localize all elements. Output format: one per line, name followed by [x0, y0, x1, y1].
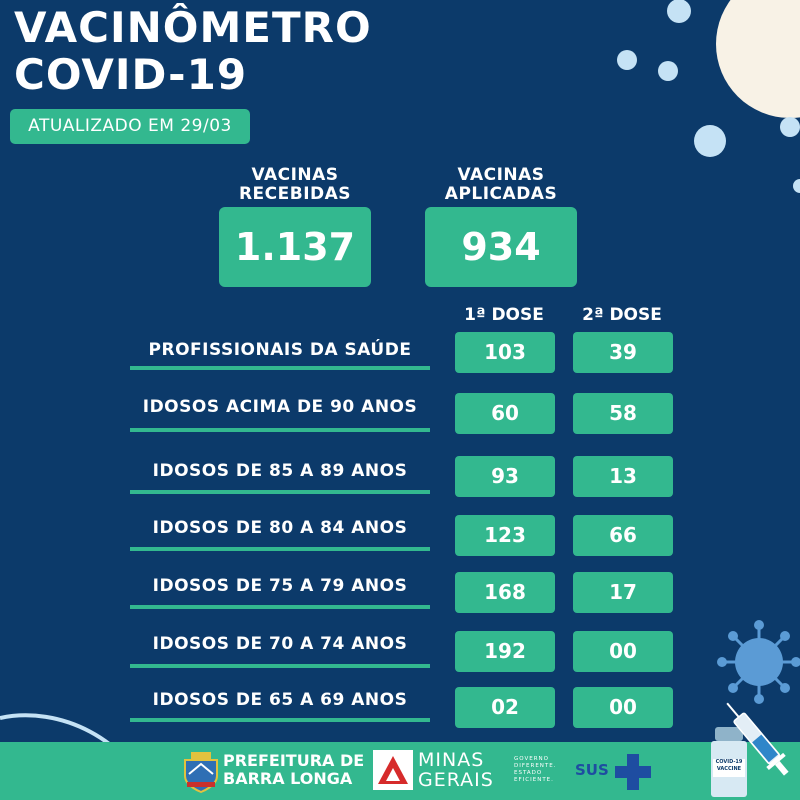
dose2-cell: 00	[573, 631, 673, 672]
virus-icon	[717, 620, 800, 704]
page-title: VACINÔMETRO COVID-19	[14, 4, 372, 98]
bubble	[793, 179, 800, 193]
title-line-2: COVID-19	[14, 50, 248, 99]
gov-line-1: GOVERNO	[514, 756, 549, 762]
dose2-cell: 66	[573, 515, 673, 556]
dose2-cell: 17	[573, 572, 673, 613]
dose1-header: 1ª DOSE	[464, 305, 544, 325]
dose1-cell: 93	[455, 456, 555, 497]
gov-line-3: ESTADO	[514, 770, 543, 776]
row-underline	[130, 490, 430, 494]
coat-of-arms-icon	[184, 752, 218, 794]
dose1-cell: 192	[455, 631, 555, 672]
applied-value: 934	[425, 207, 577, 287]
row-underline	[130, 366, 430, 370]
dose1-cell: 103	[455, 332, 555, 373]
bubble	[694, 125, 726, 157]
received-label-line-2: RECEBIDAS	[238, 184, 352, 204]
row-label: IDOSOS DE 80 A 84 ANOS	[152, 518, 408, 538]
row-underline	[130, 428, 430, 432]
row-label: IDOSOS DE 65 A 69 ANOS	[152, 690, 408, 710]
row-underline	[130, 547, 430, 551]
received-label-line-1: VACINAS	[251, 165, 339, 185]
minas-line-2: GERAIS	[418, 769, 494, 791]
dose2-cell: 39	[573, 332, 673, 373]
row-label: IDOSOS ACIMA DE 90 ANOS	[142, 397, 418, 417]
dose2-cell: 00	[573, 687, 673, 728]
prefeitura-line-1: PREFEITURA DE	[223, 751, 365, 770]
minas-gerais-name: MINAS GERAIS	[418, 750, 494, 790]
row-label: PROFISSIONAIS DA SAÚDE	[148, 340, 412, 360]
vaccine-label: VACCINE	[716, 766, 742, 772]
dose2-cell: 58	[573, 393, 673, 434]
sus-cross-icon	[615, 754, 651, 790]
sus-logo-text: SUS	[575, 761, 609, 779]
moon-circle	[716, 0, 800, 118]
applied-label: VACINAS APLICADAS	[425, 166, 577, 204]
minas-gerais-logo-icon	[373, 750, 413, 790]
syringe-icon	[726, 702, 789, 776]
row-label: IDOSOS DE 75 A 79 ANOS	[152, 576, 408, 596]
row-underline	[130, 718, 430, 722]
governo-slogan: GOVERNO DIFERENTE. ESTADO EFICIENTE.	[514, 756, 557, 784]
gov-line-4: EFICIENTE.	[514, 777, 554, 783]
received-label: VACINAS RECEBIDAS	[219, 166, 371, 204]
vaccine-vial-icon: COVID-19 VACCINE	[711, 727, 747, 797]
bubble	[658, 61, 678, 81]
dose1-cell: 02	[455, 687, 555, 728]
bubble	[617, 50, 637, 70]
dose1-cell: 168	[455, 572, 555, 613]
gov-line-2: DIFERENTE.	[514, 763, 557, 769]
prefeitura-line-2: BARRA LONGA	[223, 769, 353, 788]
vaccine-label-small: COVID-19	[715, 759, 743, 765]
updated-badge: ATUALIZADO EM 29/03	[10, 109, 250, 144]
dose2-cell: 13	[573, 456, 673, 497]
bubble	[780, 117, 800, 137]
prefeitura-name: PREFEITURA DE BARRA LONGA	[223, 752, 364, 788]
row-underline	[130, 664, 430, 668]
row-label: IDOSOS DE 70 A 74 ANOS	[152, 634, 408, 654]
dose1-cell: 60	[455, 393, 555, 434]
bubble	[667, 0, 691, 23]
minas-line-1: MINAS	[418, 749, 485, 771]
row-underline	[130, 605, 430, 609]
dose1-cell: 123	[455, 515, 555, 556]
title-line-1: VACINÔMETRO	[14, 3, 372, 52]
applied-label-line-1: VACINAS	[457, 165, 545, 185]
row-label: IDOSOS DE 85 A 89 ANOS	[152, 461, 408, 481]
applied-label-line-2: APLICADAS	[444, 184, 558, 204]
dose2-header: 2ª DOSE	[582, 305, 662, 325]
received-value: 1.137	[219, 207, 371, 287]
